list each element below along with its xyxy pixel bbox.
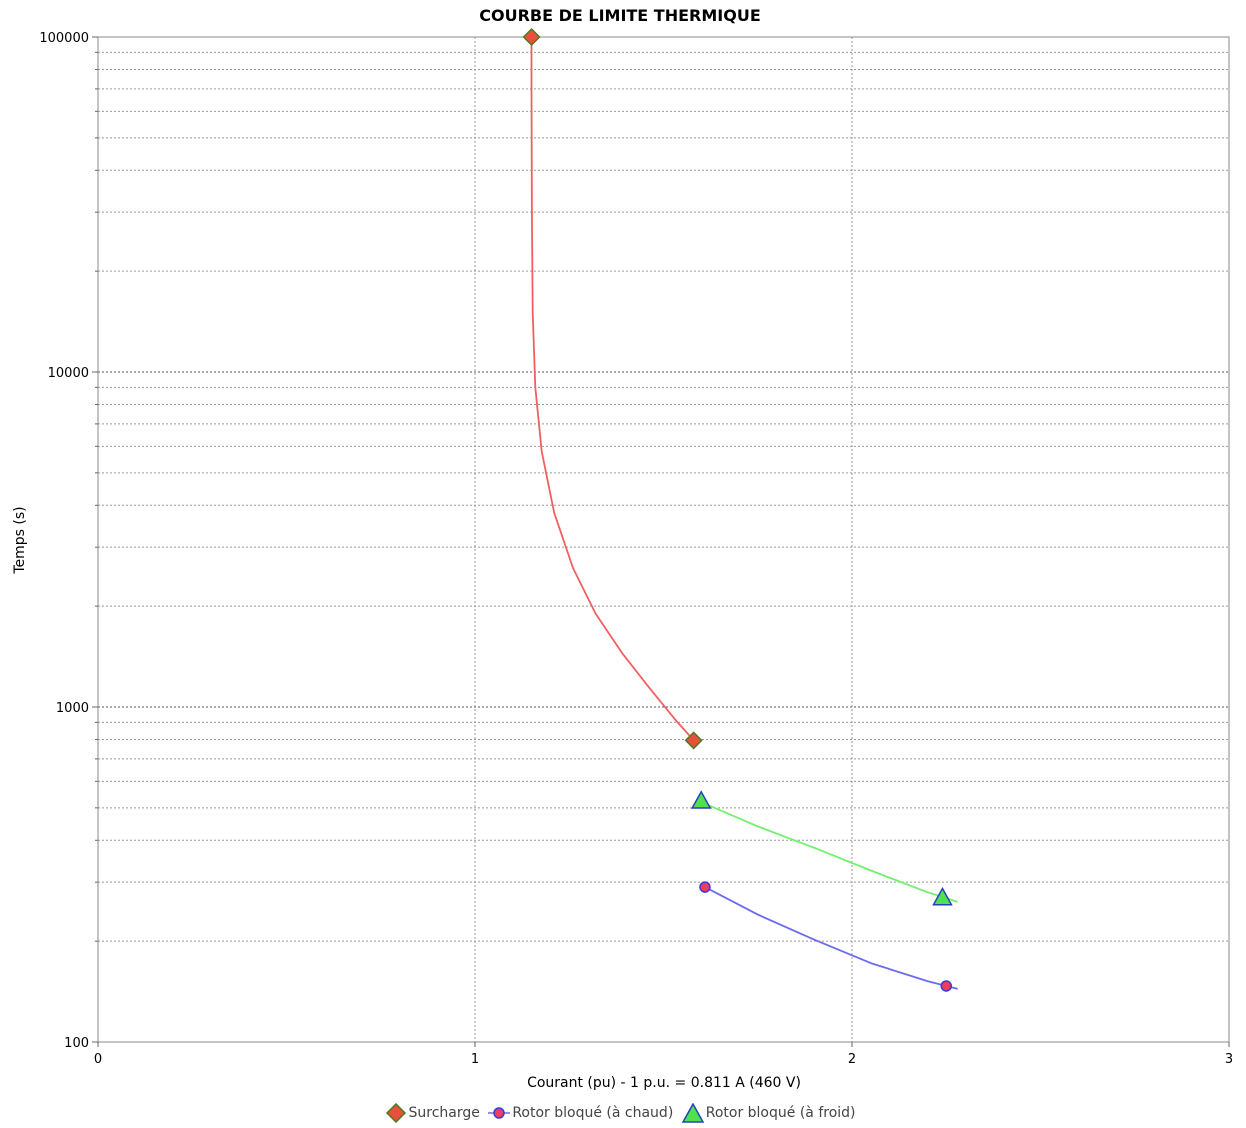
legend-label: Surcharge (408, 1105, 480, 1121)
data-point-rotor-chaud (940, 980, 952, 992)
legend-label: Rotor bloqué (à chaud) (512, 1105, 674, 1121)
circle-marker-icon (488, 1107, 511, 1119)
series-line-rotor-bloque-a-froid (700, 801, 958, 903)
legend-label: Rotor bloqué (à froid) (705, 1105, 856, 1121)
x-tick-label: 3 (1225, 1052, 1233, 1067)
grid-lines (98, 36, 1229, 1042)
x-tick-label: 1 (471, 1052, 479, 1067)
legend-item-rotor-froid[interactable]: Rotor bloqué (à froid) (681, 1103, 856, 1123)
y-axis-label: Temps (s) (12, 506, 28, 574)
data-markers (522, 27, 953, 992)
x-axis-ticks: 0 1 2 3 (94, 1042, 1233, 1067)
legend-item-surcharge[interactable]: Surcharge (385, 1103, 480, 1123)
series-line-surcharge (530, 37, 695, 741)
y-tick-label: 100000 (39, 31, 89, 46)
x-tick-label: 0 (94, 1052, 102, 1067)
diamond-marker-icon (385, 1103, 406, 1123)
chart-legend: Surcharge Rotor bloqué (à chaud) Rotor b… (0, 1103, 1240, 1127)
y-tick-label: 1000 (56, 701, 89, 716)
x-tick-label: 2 (848, 1052, 856, 1067)
y-axis-ticks: 100 1000 10000 100000 (39, 31, 98, 1051)
y-tick-label: 10000 (48, 366, 89, 381)
data-point-rotor-froid (690, 790, 712, 809)
data-point-surcharge (522, 27, 541, 47)
triangle-marker-icon (681, 1103, 704, 1123)
thermal-limit-chart: 100 1000 10000 100000 0 1 2 3 Courant (pu) - 1… (12, 27, 1233, 1091)
data-point-rotor-chaud (699, 881, 711, 893)
y-tick-label: 100 (64, 1036, 89, 1051)
series-line-rotor-bloque-a-chaud (704, 886, 958, 990)
data-point-surcharge (684, 731, 703, 750)
chart-title: COURBE DE LIMITE THERMIQUE (479, 6, 761, 25)
x-axis-label: Courant (pu) - 1 p.u. = 0.811 A (460 V) (527, 1075, 801, 1091)
legend-item-rotor-chaud[interactable]: Rotor bloqué (à chaud) (488, 1103, 673, 1123)
data-point-rotor-froid (932, 886, 953, 906)
plot-area-border (97, 36, 1230, 1043)
data-series (530, 37, 958, 990)
